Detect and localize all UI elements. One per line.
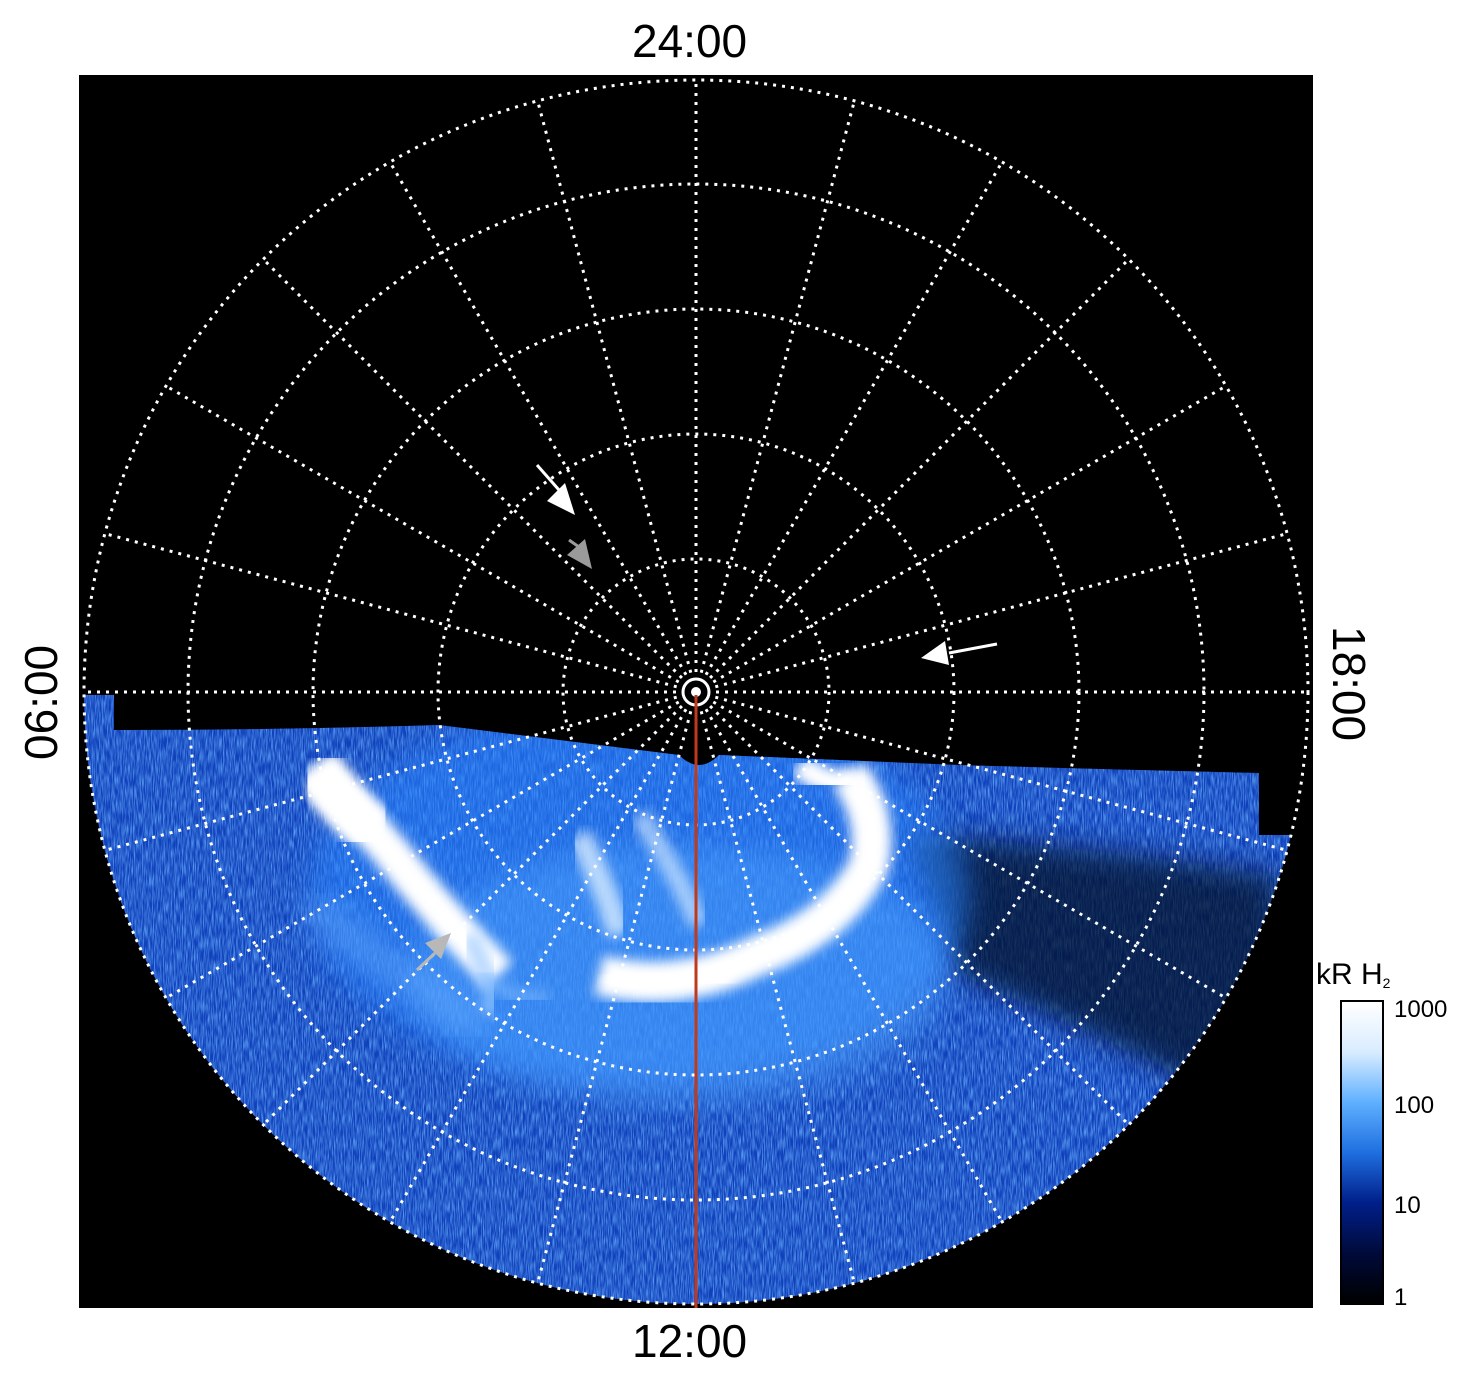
colorbar-tick-100: 100 [1394,1092,1435,1119]
colorbar-tick-1: 1 [1394,1284,1408,1311]
meridian-line [712,384,1227,684]
meridian-line [536,100,693,674]
meridian-line [388,161,688,676]
colorbar-tick-10: 10 [1394,1192,1421,1219]
arrow-white-upper [535,464,575,515]
label-midnight: 24:00 [632,15,748,67]
arrow-gray-lower [415,933,451,972]
arrow-white-right [921,641,998,665]
latitude-circle [82,78,1310,1306]
arrow-gray-upper [567,538,592,569]
colorbar [1340,1000,1384,1305]
pole-dot [691,687,701,697]
label-dusk: 18:00 [1323,626,1375,742]
colorbar-title: kR H2 [1316,958,1391,991]
meridian-line [699,100,856,674]
map-canvas [82,78,1310,1308]
meridian-line [165,384,680,684]
label-noon: 12:00 [632,1315,748,1367]
polar-auroral-map [79,75,1313,1308]
meridian-line [704,161,1004,676]
meridian-line [262,258,683,679]
meridian-line [709,258,1130,679]
colorbar-tick-1000: 1000 [1394,996,1448,1023]
label-dawn: 06:00 [15,644,67,760]
